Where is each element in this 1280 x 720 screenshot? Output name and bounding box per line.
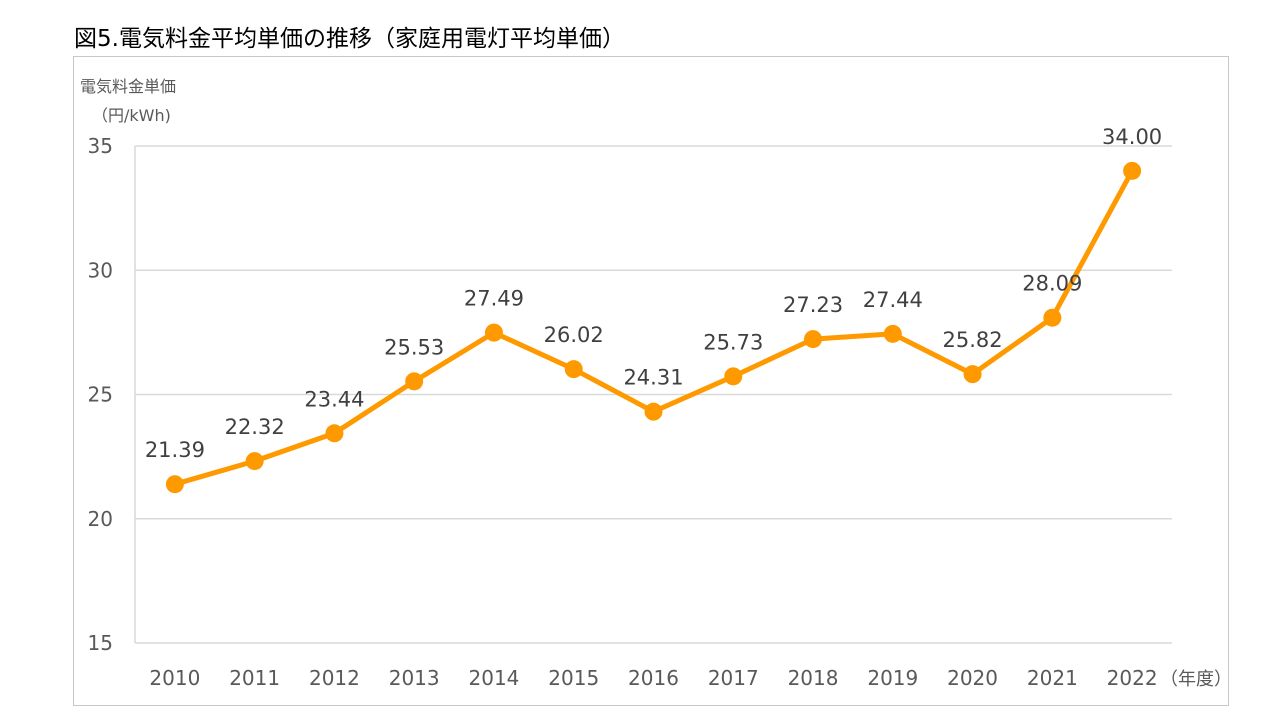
x-tick-label: 2013 — [389, 666, 440, 690]
data-point — [564, 360, 583, 379]
data-labels-group: 21.39 22.32 23.44 25.53 27.49 26.02 24.31 25.73… — [145, 125, 1162, 462]
data-label: 25.53 — [384, 335, 444, 359]
data-label: 34.00 — [1102, 125, 1162, 149]
data-point — [804, 330, 823, 349]
data-label: 28.09 — [1022, 272, 1082, 296]
data-label: 27.44 — [863, 288, 923, 312]
x-tick-label: 2018 — [788, 666, 839, 690]
x-tick-label: 2017 — [708, 666, 759, 690]
y-tick-label: 15 — [88, 631, 113, 655]
y-tick-labels: 15 20 25 30 35 — [88, 134, 113, 655]
x-axis-unit-label: （年度） — [1160, 669, 1232, 690]
x-tick-label: 2016 — [628, 666, 679, 690]
data-label: 25.73 — [703, 330, 763, 354]
data-label: 26.02 — [544, 323, 604, 347]
x-tick-labels: 2010 2011 2012 2013 2014 2015 2016 2017 2018 2019… — [149, 666, 1157, 690]
x-tick-label: 2012 — [309, 666, 360, 690]
chart-frame — [73, 56, 1229, 706]
data-point — [325, 424, 344, 443]
data-point — [165, 475, 184, 494]
data-label: 22.32 — [225, 415, 285, 439]
data-point — [724, 367, 743, 386]
data-label: 24.31 — [623, 366, 683, 390]
y-tick-label: 20 — [88, 507, 113, 531]
x-tick-label: 2010 — [149, 666, 200, 690]
y-axis-label-line2: （円/kWh) — [92, 106, 171, 125]
data-point — [245, 452, 264, 471]
y-tick-label: 30 — [88, 258, 113, 282]
gridlines — [134, 145, 1172, 644]
data-point — [1043, 308, 1062, 327]
data-point — [405, 372, 424, 391]
data-point — [883, 324, 902, 343]
y-tick-label: 35 — [88, 134, 113, 158]
series-group — [165, 161, 1142, 494]
data-label: 27.23 — [783, 293, 843, 317]
data-point — [1123, 161, 1142, 180]
x-tick-label: 2021 — [1027, 666, 1078, 690]
y-axis-label-line1: 電気料金単価 — [80, 77, 176, 96]
x-tick-label: 2014 — [469, 666, 520, 690]
x-tick-label: 2022 — [1107, 666, 1158, 690]
x-tick-label: 2019 — [867, 666, 918, 690]
y-tick-label: 25 — [88, 383, 113, 407]
data-point — [963, 365, 982, 384]
x-tick-label: 2015 — [548, 666, 599, 690]
data-label: 25.82 — [943, 328, 1003, 352]
data-label: 23.44 — [304, 387, 364, 411]
x-tick-label: 2011 — [229, 666, 280, 690]
data-label: 21.39 — [145, 438, 205, 462]
data-point — [644, 402, 663, 421]
data-label: 27.49 — [464, 287, 524, 311]
x-tick-label: 2020 — [947, 666, 998, 690]
data-point — [484, 323, 503, 342]
figure-title: 図5.電気料金平均単価の推移（家庭用電灯平均単価） — [74, 26, 625, 52]
